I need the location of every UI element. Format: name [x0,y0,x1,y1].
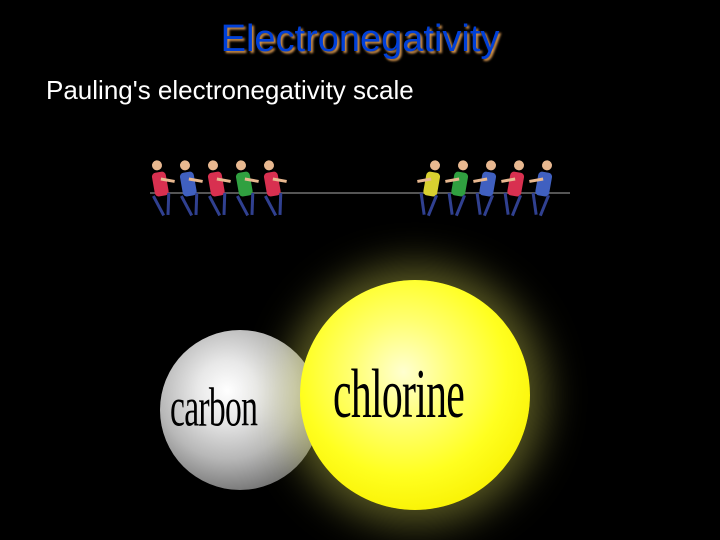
person-figure [443,157,475,220]
person-head [541,160,553,172]
person-legs [473,192,495,217]
chlorine-label: chlorine [333,353,464,433]
person-legs [181,192,203,217]
person-head [179,160,191,172]
person-head [485,160,497,172]
person-legs [445,192,467,217]
person-legs [153,192,175,217]
person-head [263,160,275,172]
tug-of-war-illustration [130,148,590,228]
person-figure [499,157,531,220]
carbon-label: carbon [170,376,257,439]
person-figure [173,157,205,220]
person-legs [417,192,439,217]
person-figure [471,157,503,220]
page-subtitle: Pauling's electronegativity scale [0,61,720,106]
person-figure [201,157,233,220]
person-figure [145,157,177,220]
person-legs [265,192,287,217]
person-legs [237,192,259,217]
person-figure [257,157,289,220]
person-head [513,160,525,172]
page-title: Electronegativity [0,0,720,61]
person-figure [415,157,447,220]
person-head [235,160,247,172]
person-head [207,160,219,172]
person-legs [501,192,523,217]
electron-spheres: carbon chlorine [150,280,570,510]
person-legs [209,192,231,217]
person-head [457,160,469,172]
person-figure [527,157,559,220]
person-figure [229,157,261,220]
person-legs [529,192,551,217]
person-head [429,160,441,172]
person-head [151,160,163,172]
